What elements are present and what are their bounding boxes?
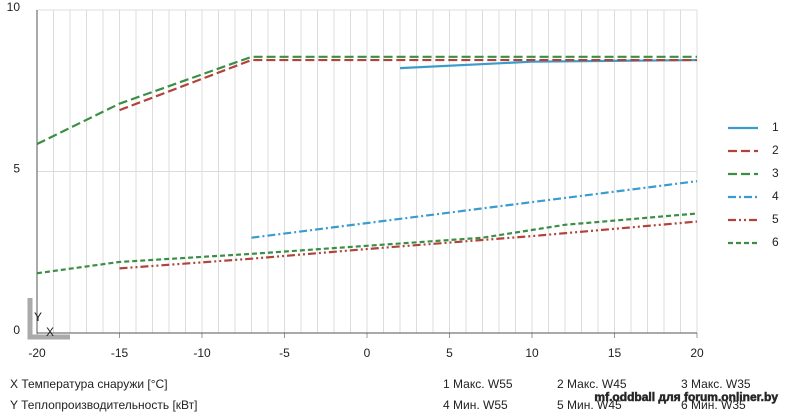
legend-label: 2 (772, 143, 779, 157)
legend-label: 6 (772, 235, 779, 249)
series-line (36, 212, 698, 275)
series-line (119, 58, 697, 112)
series-note: 3 Макс. W35 (681, 377, 751, 391)
x-tick-label: -5 (279, 346, 290, 360)
y-tick-label: 5 (13, 162, 20, 176)
x-tick-label: 0 (364, 346, 371, 360)
x-tick-label: 20 (690, 346, 704, 360)
x-tick-label: -20 (28, 346, 46, 360)
x-tick-label: 10 (525, 346, 539, 360)
x-tick-label: -15 (111, 346, 129, 360)
series-note: 6 Мин. W35 (681, 398, 746, 412)
series-line (36, 55, 697, 146)
axis-note: Y Теплопроизводительность [кВт] (10, 398, 197, 412)
x-tick-label: 5 (446, 346, 453, 360)
legend-label: 1 (772, 120, 779, 134)
legend-label: 5 (772, 212, 779, 226)
series-note: 2 Макс. W45 (557, 377, 627, 391)
watermark: mf.oddball для forum.onliner.by (594, 390, 778, 404)
series-line (251, 180, 698, 239)
series-note: 1 Макс. W55 (443, 377, 513, 391)
x-tick-label: -10 (193, 346, 211, 360)
y-tick-label: 10 (7, 0, 21, 14)
axis-marker-y: Y (34, 310, 42, 324)
axis-marker (27, 298, 70, 340)
x-tick-label: 15 (608, 346, 622, 360)
y-tick-label: 0 (13, 323, 20, 337)
axis-marker-x: X (46, 325, 54, 339)
series-line (399, 58, 698, 70)
series-note: 5 Мин. W45 (557, 398, 622, 412)
axis-note: X Температура снаружи [°C] (10, 377, 168, 391)
series-line (119, 220, 698, 270)
series-note: 4 Мин. W55 (443, 398, 508, 412)
legend-label: 4 (772, 189, 779, 203)
legend-label: 3 (772, 166, 779, 180)
